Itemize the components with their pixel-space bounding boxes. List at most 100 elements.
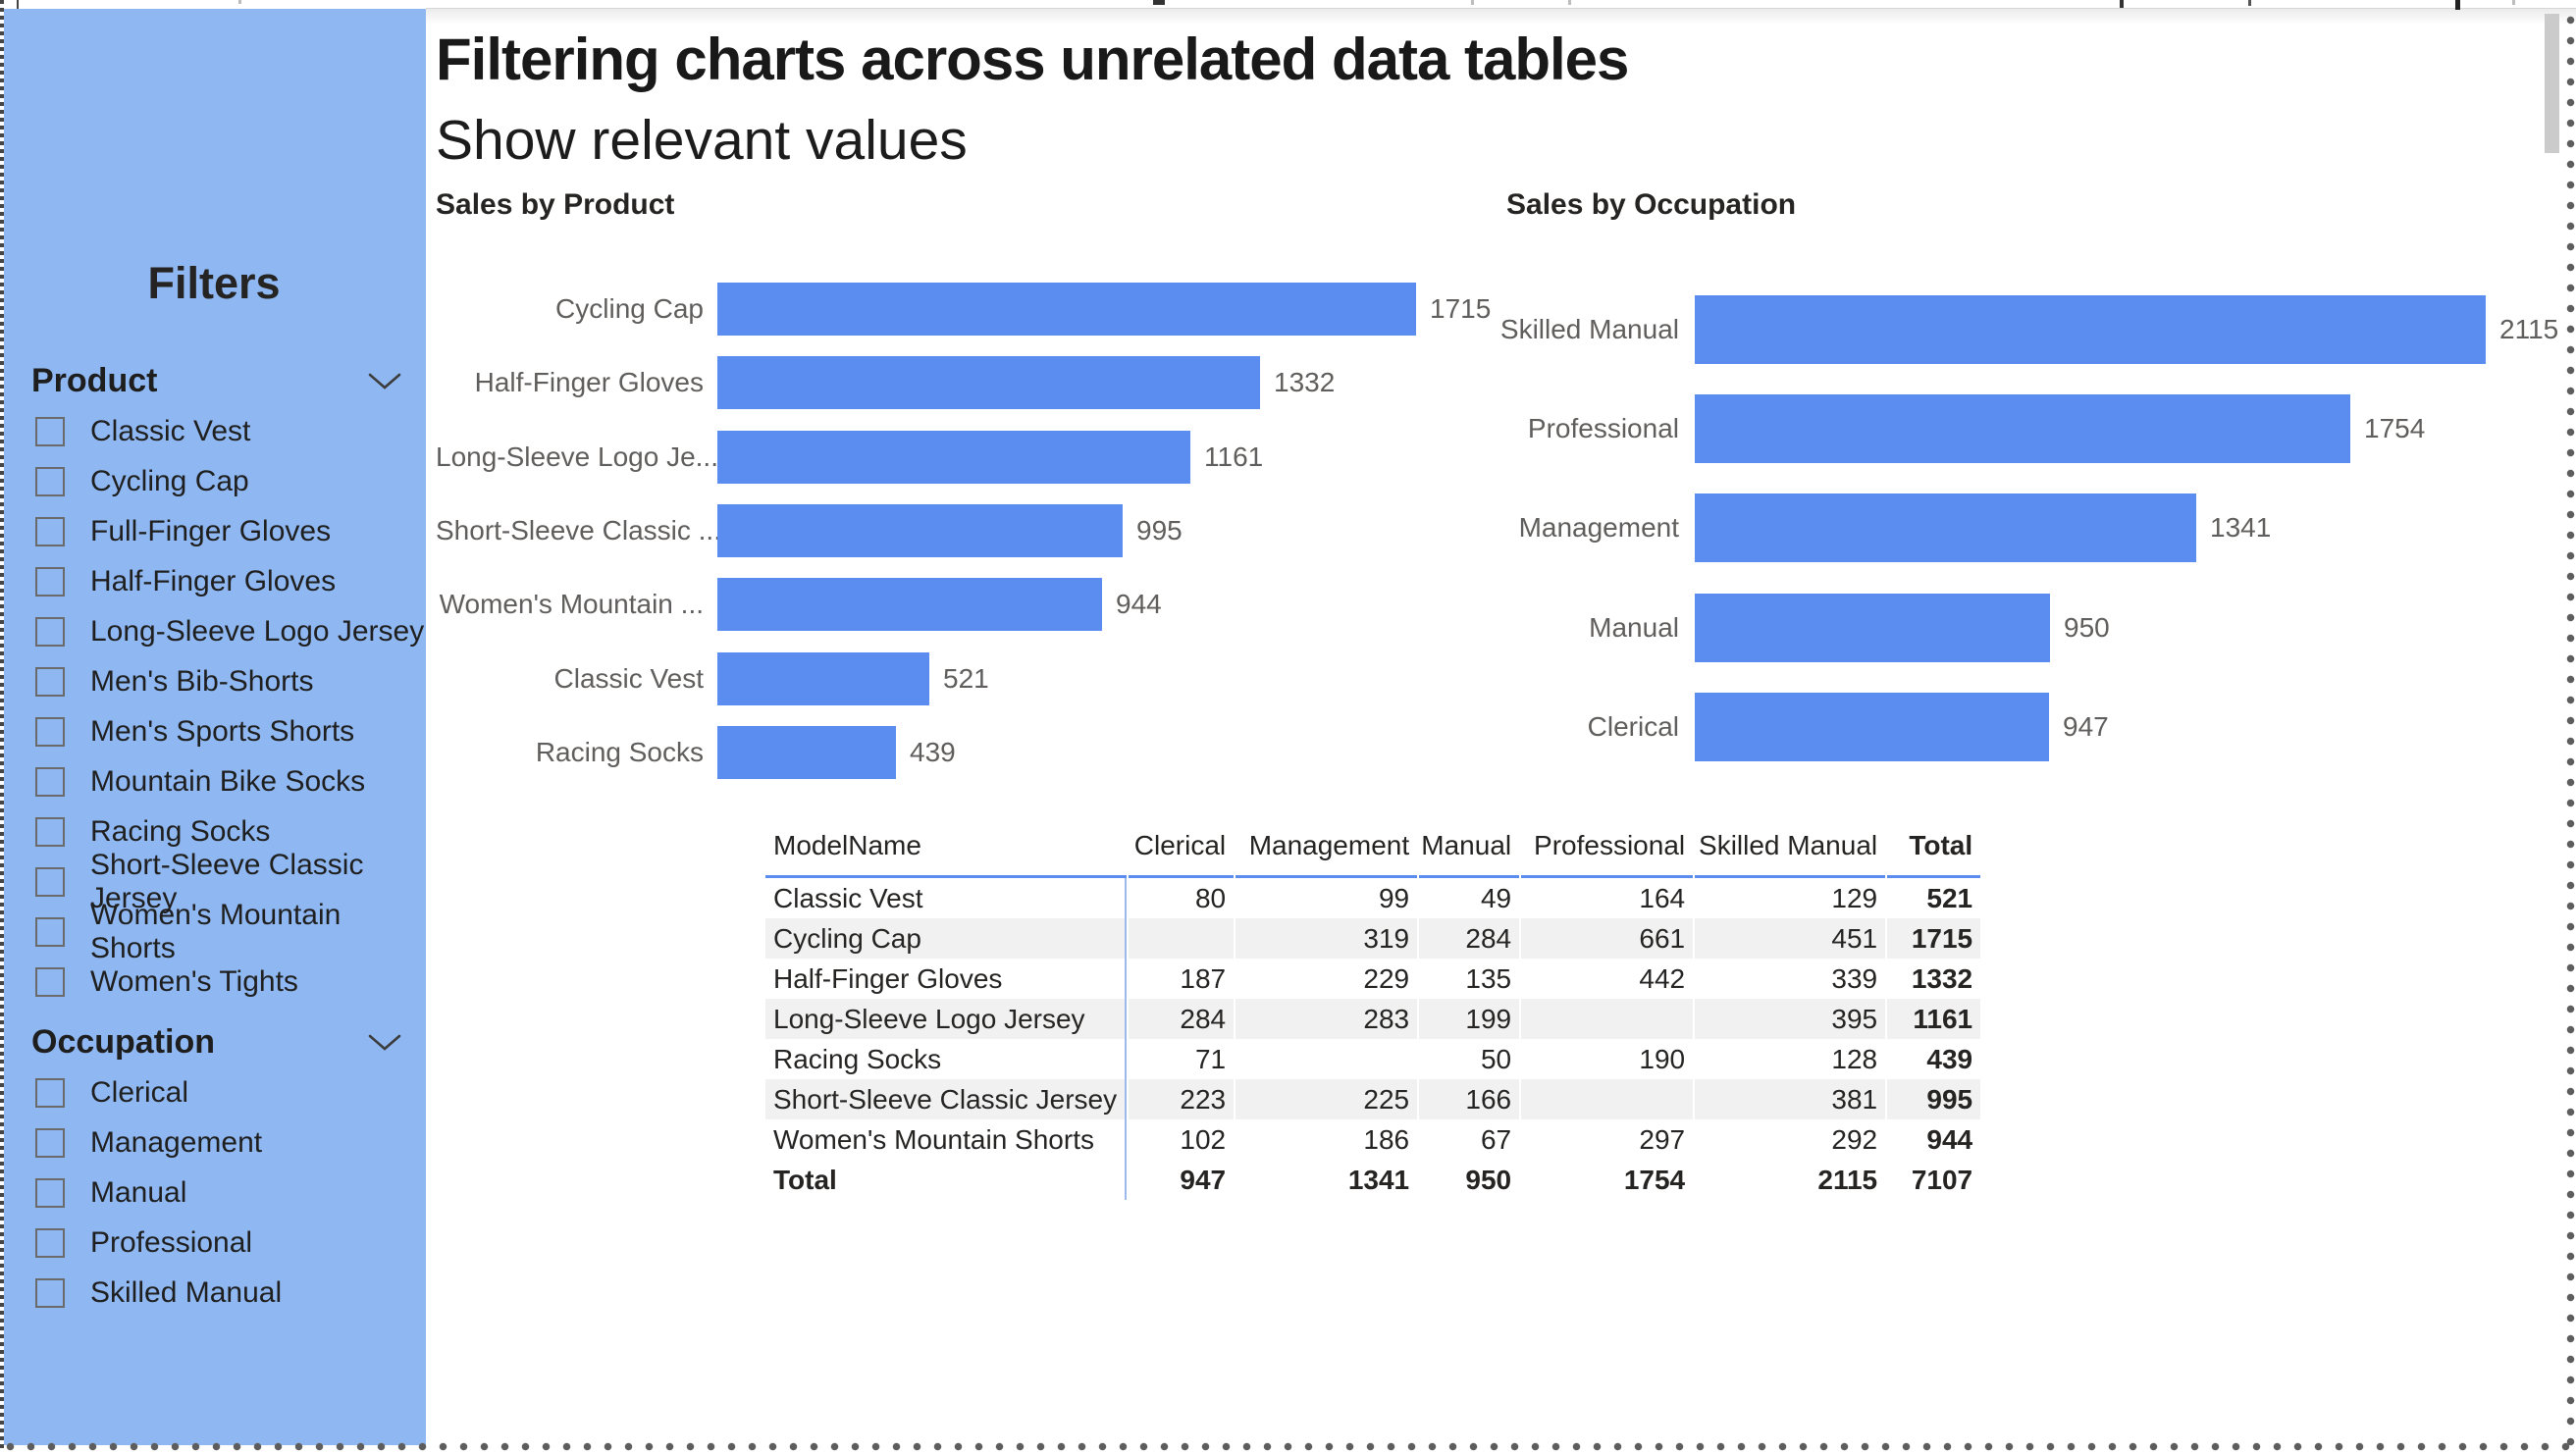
checkbox-management[interactable] [35,1127,65,1158]
cell-classic-vest-clerical[interactable]: 80 [1194,882,1227,913]
checkbox-half-finger-gloves[interactable] [35,566,65,597]
cell-women-s-mountain-shorts-modelname[interactable]: Women's Mountain Shorts [765,1119,1128,1160]
cell-long-sleeve-logo-jersey-skilled-manual[interactable]: 395 [1695,999,1886,1039]
checkbox-short-sleeve-classic-jersey[interactable] [35,866,65,897]
cell-short-sleeve-classic-jersey-manual[interactable]: 166 [1419,1079,1520,1119]
cell-cycling-cap-skilled-manual[interactable]: 451 [1695,918,1886,959]
checkbox-long-sleeve-logo-jersey[interactable] [35,616,65,647]
filter-item-professional[interactable]: Professional [2,1218,426,1268]
filter-item-women-s-mountain-shorts[interactable]: Women's Mountain Shorts [2,899,426,964]
cell-women-s-mountain-shorts-skilled-manual[interactable]: 292 [1831,1123,1878,1155]
cell-half-finger-gloves-skilled-manual[interactable]: 339 [1831,962,1878,994]
checkbox-cycling-cap[interactable] [35,466,65,496]
bar-half-finger-gloves[interactable] [717,356,1260,409]
bar-clerical[interactable] [1695,693,2049,761]
checkbox-women-s-mountain-shorts[interactable] [35,916,65,947]
cell-half-finger-gloves-modelname[interactable]: Half-Finger Gloves [765,959,1128,999]
filter-item-clerical[interactable]: Clerical [2,1067,426,1117]
cell-racing-socks-total[interactable]: 439 [1926,1043,1973,1074]
cell-classic-vest-total[interactable]: 521 [1926,882,1973,913]
cell-total-clerical[interactable]: 947 [1180,1164,1227,1195]
cell-half-finger-gloves-manual[interactable]: 135 [1465,962,1512,994]
cell-cycling-cap-total[interactable]: 1715 [1887,918,1981,959]
cell-women-s-mountain-shorts-clerical[interactable]: 102 [1180,1123,1227,1155]
cell-half-finger-gloves-management[interactable]: 229 [1363,962,1410,994]
column-header-clerical[interactable]: Clerical [1129,830,1235,878]
checkbox-men-s-bib-shorts[interactable] [35,666,65,697]
filter-item-short-sleeve-classic-jersey[interactable]: Short-Sleeve Classic Jersey [2,849,426,914]
checkbox-manual[interactable] [35,1177,65,1208]
checkbox-professional[interactable] [35,1227,65,1258]
checkbox-classic-vest[interactable] [35,416,65,446]
cell-total-management[interactable]: 1341 [1347,1164,1410,1195]
bar-short-sleeve-classic[interactable] [717,504,1123,557]
bar-management[interactable] [1695,493,2196,562]
cell-short-sleeve-classic-jersey-total[interactable]: 995 [1887,1079,1981,1119]
bar-professional[interactable] [1695,394,2350,463]
filter-item-men-s-bib-shorts[interactable]: Men's Bib-Shorts [2,656,426,706]
filter-group-occupation-header[interactable]: Occupation [2,1020,426,1064]
checkbox-racing-socks[interactable] [35,816,65,847]
filter-item-manual[interactable]: Manual [2,1168,426,1218]
cell-women-s-mountain-shorts-management[interactable]: 186 [1363,1123,1410,1155]
cell-short-sleeve-classic-jersey-modelname[interactable]: Short-Sleeve Classic Jersey [765,1079,1128,1119]
filter-item-women-s-tights[interactable]: Women's Tights [2,957,426,1007]
cell-cycling-cap-professional[interactable]: 661 [1521,918,1694,959]
cell-women-s-mountain-shorts-manual[interactable]: 67 [1480,1123,1512,1155]
checkbox-mountain-bike-socks[interactable] [35,766,65,797]
cell-classic-vest-management[interactable]: 99 [1378,882,1410,913]
cell-half-finger-gloves-clerical[interactable]: 187 [1180,962,1227,994]
bar-long-sleeve-logo-je[interactable] [717,431,1190,484]
cell-long-sleeve-logo-jersey-management[interactable]: 283 [1235,999,1418,1039]
filter-item-full-finger-gloves[interactable]: Full-Finger Gloves [2,506,426,556]
cell-cycling-cap-clerical[interactable] [1129,918,1235,959]
bar-manual[interactable] [1695,594,2050,662]
filter-item-men-s-sports-shorts[interactable]: Men's Sports Shorts [2,706,426,756]
cell-half-finger-gloves-total[interactable]: 1332 [1911,962,1973,994]
bar-racing-socks[interactable] [717,726,896,779]
cell-classic-vest-professional[interactable]: 164 [1639,882,1686,913]
filter-item-half-finger-gloves[interactable]: Half-Finger Gloves [2,556,426,606]
column-header-management[interactable]: Management [1235,830,1418,878]
checkbox-full-finger-gloves[interactable] [35,516,65,546]
cell-cycling-cap-modelname[interactable]: Cycling Cap [765,918,1128,959]
cell-short-sleeve-classic-jersey-clerical[interactable]: 223 [1129,1079,1235,1119]
filter-item-racing-socks[interactable]: Racing Socks [2,806,426,857]
cell-long-sleeve-logo-jersey-modelname[interactable]: Long-Sleeve Logo Jersey [765,999,1128,1039]
cell-cycling-cap-manual[interactable]: 284 [1419,918,1520,959]
checkbox-clerical[interactable] [35,1077,65,1108]
cell-racing-socks-skilled-manual[interactable]: 128 [1831,1043,1878,1074]
filter-item-cycling-cap[interactable]: Cycling Cap [2,456,426,506]
scrollbar-thumb[interactable] [2545,14,2559,153]
bar-skilled-manual[interactable] [1695,295,2486,364]
chevron-down-icon[interactable] [367,1023,402,1062]
cell-long-sleeve-logo-jersey-manual[interactable]: 199 [1419,999,1520,1039]
cell-racing-socks-management[interactable] [1235,1039,1417,1079]
filter-item-mountain-bike-socks[interactable]: Mountain Bike Socks [2,756,426,806]
filter-group-product-header[interactable]: Product [2,359,426,402]
cell-women-s-mountain-shorts-professional[interactable]: 297 [1639,1123,1686,1155]
checkbox-women-s-tights[interactable] [35,966,65,997]
cell-long-sleeve-logo-jersey-professional[interactable] [1521,999,1694,1039]
cell-classic-vest-skilled-manual[interactable]: 129 [1831,882,1878,913]
cell-racing-socks-manual[interactable]: 50 [1480,1043,1512,1074]
column-header-total[interactable]: Total [1887,830,1981,878]
cell-total-skilled-manual[interactable]: 2115 [1817,1164,1878,1195]
cell-racing-socks-clerical[interactable]: 71 [1194,1043,1227,1074]
cell-classic-vest-modelname[interactable]: Classic Vest [765,878,1128,918]
cell-classic-vest-manual[interactable]: 49 [1480,882,1512,913]
cell-short-sleeve-classic-jersey-professional[interactable] [1521,1079,1694,1119]
cell-women-s-mountain-shorts-total[interactable]: 944 [1926,1123,1973,1155]
filter-item-classic-vest[interactable]: Classic Vest [2,406,426,456]
cell-short-sleeve-classic-jersey-skilled-manual[interactable]: 381 [1695,1079,1886,1119]
checkbox-men-s-sports-shorts[interactable] [35,716,65,747]
bar-cycling-cap[interactable] [717,283,1416,336]
bar-classic-vest[interactable] [717,652,929,705]
column-header-manual[interactable]: Manual [1419,830,1520,878]
chevron-down-icon[interactable] [367,362,402,400]
cell-half-finger-gloves-professional[interactable]: 442 [1639,962,1686,994]
column-header-modelname[interactable]: ModelName [765,830,1128,878]
column-header-skilled-manual[interactable]: Skilled Manual [1695,830,1886,878]
filter-item-skilled-manual[interactable]: Skilled Manual [2,1268,426,1318]
cell-long-sleeve-logo-jersey-clerical[interactable]: 284 [1129,999,1235,1039]
